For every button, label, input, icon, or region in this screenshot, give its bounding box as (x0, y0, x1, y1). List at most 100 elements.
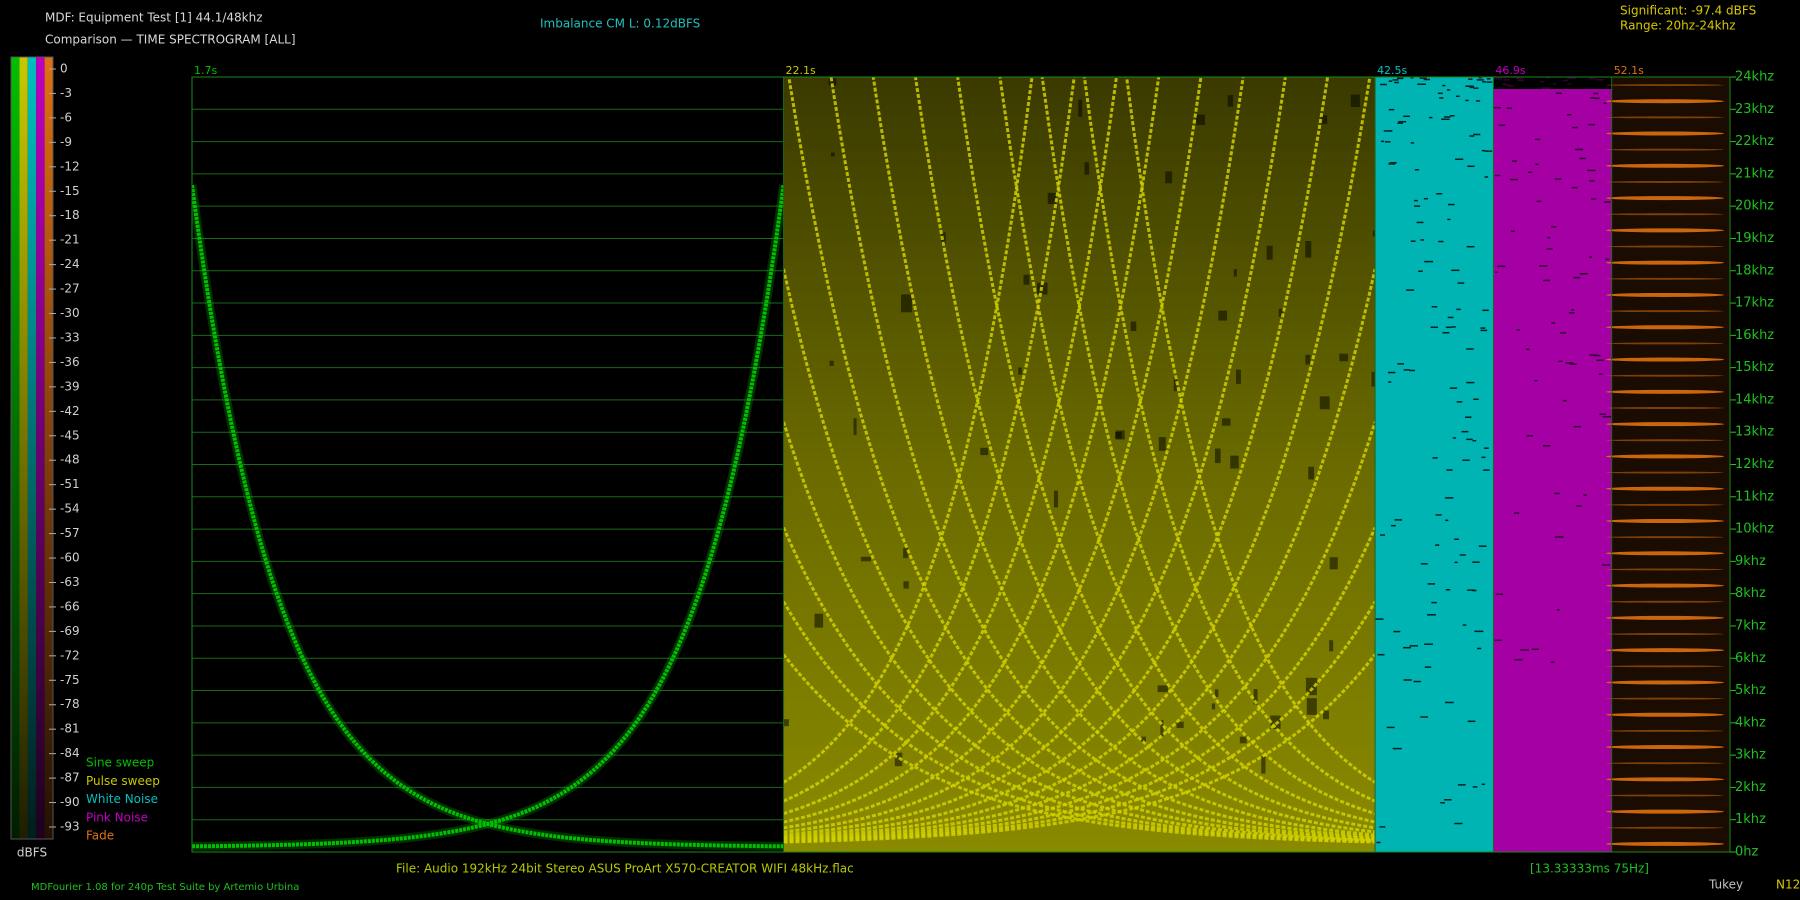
segment-start-label: 22.1s (786, 64, 816, 77)
pulse-texture (1196, 114, 1205, 126)
noise-texture (1554, 492, 1560, 495)
y-tick-label: 9khz (1735, 554, 1766, 569)
pulse-curve (784, 77, 1203, 830)
fade-blip (1605, 712, 1725, 717)
pulse-curve (784, 77, 1161, 824)
noise-texture (1423, 197, 1428, 200)
pulse-curve (784, 77, 1118, 816)
pulse-texture (1339, 353, 1348, 362)
y-tick-label: 0hz (1735, 845, 1759, 860)
noise-texture (1552, 83, 1557, 85)
pulse-curve (784, 77, 1076, 803)
segment-start-label: 42.5s (1377, 64, 1407, 77)
noise-texture (1410, 77, 1414, 79)
noise-texture (1451, 269, 1460, 272)
noise-texture (1589, 180, 1595, 182)
noise-texture (1476, 79, 1484, 81)
colorbar-tick-label: -75 (60, 673, 80, 687)
noise-texture (1445, 326, 1452, 329)
noise-texture (1516, 329, 1521, 331)
noise-texture (1562, 79, 1569, 82)
noise-texture (1441, 118, 1450, 121)
noise-texture (1455, 95, 1460, 98)
fade-blip (1605, 277, 1725, 280)
noise-texture (1387, 371, 1396, 374)
colorbar-label: dBFS (17, 846, 47, 860)
pulse-texture (784, 719, 789, 727)
header-title: MDF: Equipment Test [1] 44.1/48khz (45, 11, 263, 25)
noise-texture (1472, 561, 1480, 563)
noise-texture (1473, 87, 1479, 89)
fade-blip (1605, 148, 1725, 151)
noise-texture (1449, 115, 1455, 117)
noise-texture (1440, 802, 1445, 804)
pulse-texture (1218, 310, 1228, 321)
noise-texture (1534, 138, 1541, 141)
pulse-background (784, 77, 1375, 852)
noise-texture (1454, 561, 1458, 564)
y-tick-label: 10khz (1735, 522, 1774, 537)
pulse-curve (784, 421, 1375, 843)
noise-texture (1403, 369, 1410, 371)
noise-texture (1457, 282, 1465, 284)
noise-texture (1571, 186, 1578, 189)
noise-texture (1539, 80, 1545, 83)
noise-texture (1409, 645, 1419, 647)
pulse-curve (784, 77, 1245, 834)
fade-blip (1605, 131, 1725, 136)
noise-texture (1570, 363, 1577, 365)
colorbar-tick-label: -27 (60, 282, 80, 296)
noise-texture (1466, 245, 1475, 248)
pulse-texture (1230, 455, 1239, 469)
noise-texture (1466, 438, 1473, 441)
fade-blip (1605, 551, 1725, 556)
y-tick-label: 13khz (1735, 425, 1774, 440)
colorbar-tick-label: -51 (60, 477, 80, 491)
noise-texture (1429, 116, 1433, 119)
noise-texture (1409, 369, 1415, 372)
colorbar-tick-label: -93 (60, 820, 80, 834)
fade-blip (1605, 777, 1725, 782)
noise-texture (1467, 165, 1475, 168)
noise-texture (1494, 174, 1501, 177)
noise-texture (1572, 126, 1578, 129)
noise-texture (1480, 329, 1488, 332)
colorbar-tick-label: -63 (60, 575, 80, 589)
fade-blip (1605, 615, 1725, 620)
noise-texture (1526, 435, 1534, 437)
pulse-texture (1323, 710, 1329, 720)
colorbar-stripe (36, 57, 45, 839)
noise-texture (1442, 331, 1450, 334)
noise-texture (1517, 79, 1524, 82)
y-tick-label: 2khz (1735, 780, 1766, 795)
noise-texture (1542, 87, 1551, 89)
pulse-curve (784, 600, 1375, 844)
noise-texture (1469, 135, 1475, 137)
noise-texture (1560, 332, 1567, 334)
pulse-texture (1233, 269, 1237, 277)
pulse-texture (1115, 430, 1125, 440)
pulse-texture (1319, 396, 1330, 410)
noise-texture (1514, 659, 1523, 661)
fade-blip (1605, 163, 1725, 168)
colorbar-tick-label: 0 (60, 62, 68, 76)
fade-blip (1605, 729, 1725, 732)
noise-texture (1534, 379, 1538, 382)
y-tick-label: 3khz (1735, 748, 1766, 763)
noise-texture (1604, 201, 1611, 203)
noise-texture (1427, 614, 1436, 616)
noise-texture (1587, 169, 1596, 172)
noise-texture (1566, 114, 1572, 116)
sweep-line (192, 184, 784, 849)
noise-texture (1465, 85, 1474, 87)
noise-texture (1416, 221, 1424, 224)
noise-texture (1565, 362, 1574, 364)
noise-texture (1462, 624, 1467, 626)
noise-texture (1531, 648, 1539, 651)
noise-texture (1397, 77, 1404, 79)
noise-texture (1583, 494, 1587, 496)
fade-blip (1605, 471, 1725, 474)
noise-texture (1497, 265, 1506, 268)
noise-texture (1445, 589, 1451, 591)
